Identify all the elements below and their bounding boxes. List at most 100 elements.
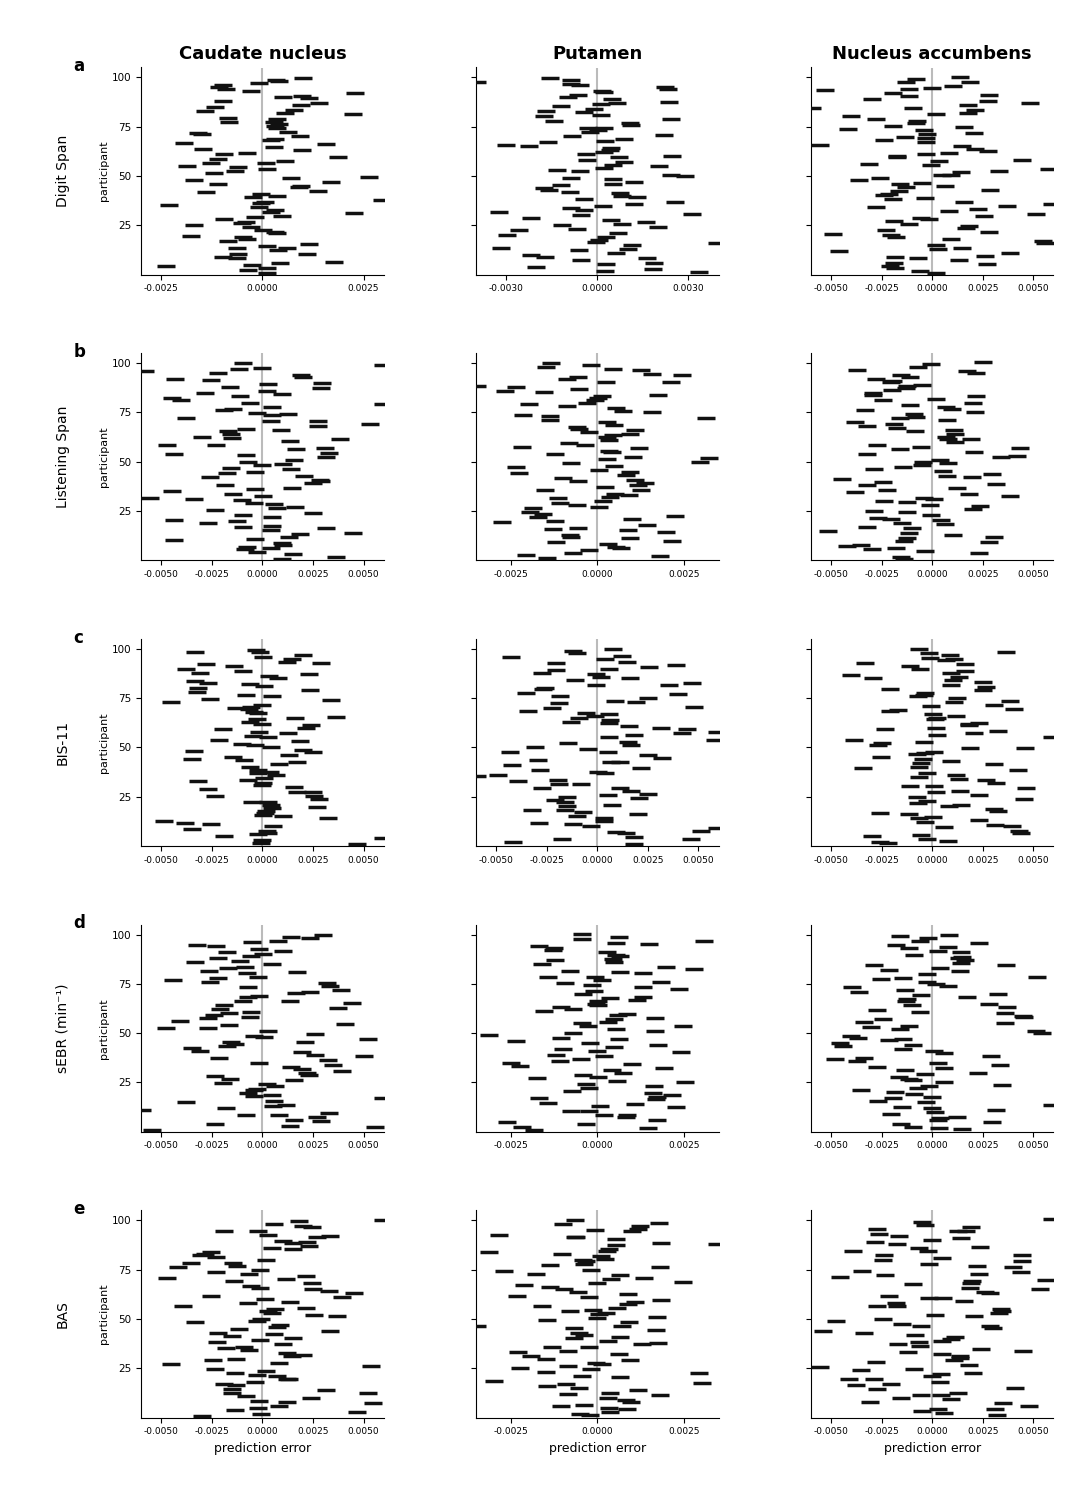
Point [253, 190, 270, 214]
Point [210, 360, 227, 384]
Point [610, 926, 628, 950]
Point [584, 1298, 602, 1322]
Point [611, 1365, 629, 1389]
Point [632, 1214, 649, 1237]
Title: Putamen: Putamen [552, 45, 643, 63]
Point [967, 400, 984, 424]
Point [964, 122, 982, 146]
Point [958, 1218, 975, 1242]
Point [510, 1054, 528, 1078]
Point [214, 88, 231, 112]
Point [595, 1102, 613, 1126]
Point [573, 922, 591, 946]
Point [936, 513, 954, 537]
Point [238, 1102, 255, 1126]
Point [374, 189, 391, 213]
Point [597, 1300, 615, 1324]
Point [281, 429, 299, 453]
Point [306, 1022, 324, 1046]
Point [272, 419, 289, 442]
Point [333, 1059, 351, 1083]
Point [908, 405, 925, 429]
Point [985, 525, 1002, 549]
Point [919, 123, 936, 147]
Point [951, 64, 969, 88]
Point [231, 948, 249, 972]
Point [885, 251, 902, 274]
Point [921, 645, 938, 669]
Point [648, 382, 666, 406]
Point [905, 96, 922, 120]
Point [616, 128, 633, 152]
Point [1044, 724, 1061, 748]
Point [892, 171, 909, 195]
Point [889, 1224, 907, 1248]
Point [952, 134, 970, 158]
Point [925, 740, 943, 764]
Point [854, 1258, 871, 1282]
Point [886, 256, 904, 280]
Point [305, 783, 323, 807]
Point [141, 486, 159, 510]
Point [633, 1332, 651, 1356]
Point [285, 1107, 302, 1131]
Point [868, 195, 885, 219]
Point [957, 216, 974, 240]
Point [543, 696, 560, 720]
Point [326, 249, 343, 273]
Point [250, 195, 267, 219]
Point [596, 474, 614, 498]
Point [493, 236, 510, 260]
Point [603, 136, 620, 160]
Point [578, 392, 595, 416]
Point [1014, 1340, 1032, 1364]
Point [673, 363, 691, 387]
Point [237, 210, 254, 234]
Point [931, 448, 948, 472]
Point [578, 1112, 595, 1136]
Point [599, 1329, 617, 1353]
Point [640, 742, 657, 766]
Point [651, 1210, 668, 1234]
Point [607, 944, 624, 968]
Point [856, 1322, 873, 1346]
Point [826, 1047, 844, 1071]
Point [590, 988, 607, 1012]
Point [923, 76, 940, 101]
Point [946, 422, 963, 446]
Point [994, 1072, 1011, 1096]
Point [186, 950, 203, 974]
Point [619, 1396, 636, 1420]
Point [602, 750, 619, 774]
Point [202, 687, 219, 711]
Point [228, 237, 245, 261]
Point [554, 466, 571, 490]
Point [277, 100, 294, 124]
Point [939, 828, 957, 852]
Point [983, 1044, 1000, 1068]
Point [328, 705, 345, 729]
Point [256, 801, 274, 825]
Point [907, 420, 924, 444]
Point [621, 422, 639, 446]
Point [708, 1232, 725, 1256]
Point [480, 1240, 497, 1264]
Point [561, 1299, 579, 1323]
Point [534, 501, 552, 525]
Point [535, 999, 553, 1023]
Point [546, 788, 564, 812]
Point [887, 225, 905, 249]
Point [536, 244, 554, 268]
Point [997, 639, 1014, 663]
Point [250, 700, 267, 724]
Point [325, 1053, 342, 1077]
Point [239, 536, 256, 560]
Point [251, 1328, 268, 1352]
Point [301, 1062, 318, 1086]
Point [659, 76, 677, 101]
Point [971, 932, 988, 956]
Point [605, 357, 622, 381]
Point [535, 105, 553, 129]
Point [321, 170, 339, 194]
Point [280, 525, 298, 549]
